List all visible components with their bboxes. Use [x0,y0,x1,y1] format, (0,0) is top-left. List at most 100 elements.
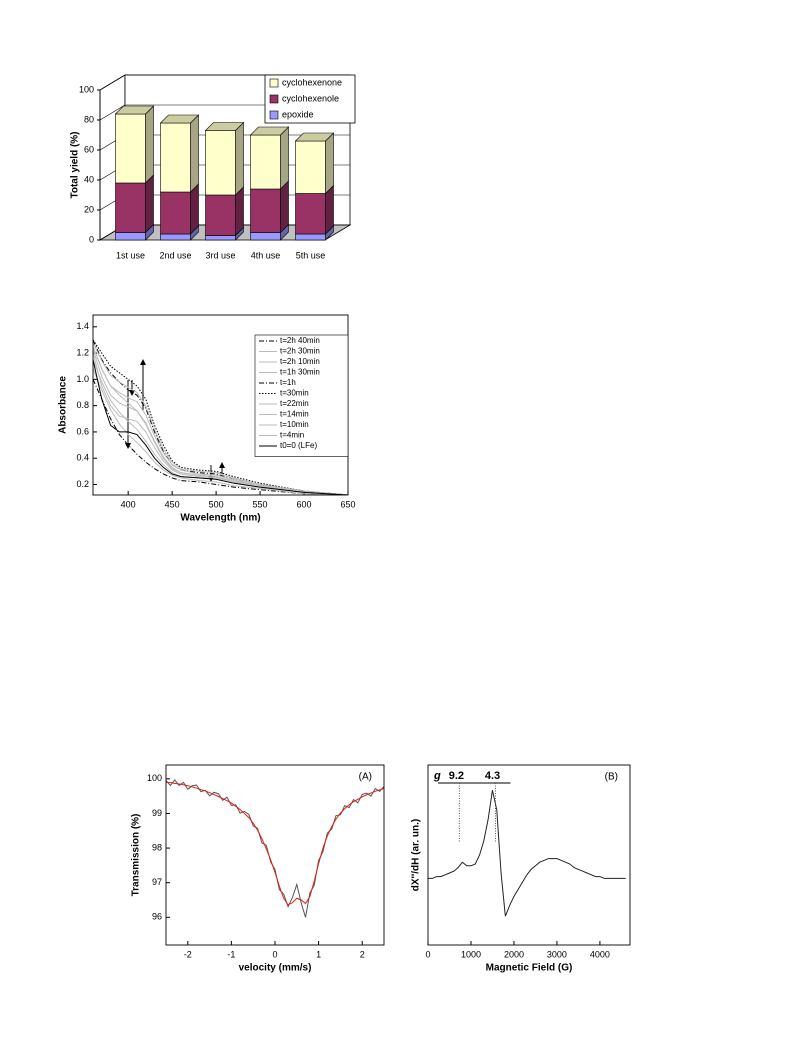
series-line [93,349,348,495]
bar-side [145,174,154,234]
y-tick-label: 60 [84,144,94,154]
x-tick-label: 1000 [461,949,481,959]
y-axis-label: Transmission (%) [131,814,142,897]
bar [205,130,236,196]
y-axis-label: Total yield (%) [70,131,81,198]
legend-label: t=14min [280,410,309,419]
y-axis-label: Absorbance [58,376,69,434]
x-tick-label: 2nd use [159,250,191,260]
bar [250,188,281,233]
y-tick-label: 0 [89,234,94,244]
x-tick-label: 5th use [296,250,326,260]
x-axis-label: velocity (mm/s) [239,963,312,974]
bar [115,113,146,184]
y-tick-label: 1.4 [76,321,89,331]
y-axis-label: dX''/dH (ar. un.) [411,819,422,892]
legend-label: t=10min [280,420,309,429]
bar [295,233,326,241]
x-tick-label: 600 [297,499,312,509]
bar [160,122,191,193]
y-tick-label: 1.2 [76,347,89,357]
x-tick-label: 2 [360,949,365,959]
series-line [93,346,348,495]
plot-frame [427,764,631,946]
x-tick-label: 3000 [547,949,567,959]
series-line [166,779,384,918]
legend-label: t=2h 10min [280,357,320,366]
bar-side [325,184,334,235]
bar [250,232,281,241]
series-line [93,339,348,495]
bar-top [204,122,245,131]
x-tick-label: 2000 [504,949,524,959]
series-line [93,342,348,495]
y-tick-label: 0.8 [76,400,89,410]
legend-swatch [269,78,279,88]
x-tick-label: 4th use [251,250,281,260]
bar-top [159,114,200,124]
bar-top [249,126,290,136]
y-tick-label: 96 [152,912,162,922]
y-tick-label: 1.0 [76,374,89,384]
legend-label: t=4min [280,431,304,440]
g-marker-label: 4.3 [485,770,500,782]
series-line [428,790,626,917]
bar-side [190,183,199,235]
x-tick-label: -1 [227,949,235,959]
y-tick-label: 0.4 [76,453,89,463]
x-tick-label: 0 [272,949,277,959]
x-tick-label: 1 [316,949,321,959]
x-tick-label: 500 [209,499,224,509]
bar-side [235,186,244,237]
legend-label: t=2h 30min [280,347,320,356]
legend-label: cyclohexenole [282,93,339,103]
bar [160,191,191,235]
series-line [93,368,335,495]
legend-label: epoxide [282,109,314,119]
y-tick-label: 20 [84,204,94,214]
g-symbol: g [433,770,441,782]
series-line [93,352,348,495]
y-tick-label: 40 [84,174,94,184]
y-tick-label: 100 [147,773,162,783]
bar [115,232,146,241]
y-tick-label: 100 [79,84,94,94]
grid-line [99,104,126,121]
y-tick-label: 97 [152,877,162,887]
series-line [166,781,384,906]
grid-line [99,74,126,91]
x-tick-label: 650 [340,499,355,509]
x-tick-label: 1st use [116,250,145,260]
legend-label: t0=0 (LFe) [280,441,317,450]
legend-label: t=1h [280,378,296,387]
x-axis-label: Wavelength (nm) [180,513,260,524]
y-tick-label: 98 [152,842,162,852]
bar-top [114,105,155,115]
plot-frame [165,764,385,946]
legend-label: t=1h 30min [280,368,320,377]
bar-side [145,105,154,184]
x-tick-label: 550 [253,499,268,509]
legend-label: t=22min [280,399,309,408]
y-tick-label: 0.2 [76,479,89,489]
y-tick-label: 99 [152,808,162,818]
bar-side [280,180,289,234]
bar-side [235,121,244,196]
series-line [93,359,348,495]
legend-swatch [269,94,279,104]
legend-box [254,334,349,457]
panel-label: (A) [359,772,372,783]
bar [115,182,146,233]
bar [205,235,236,241]
x-tick-label: 3rd use [205,250,235,260]
bar [160,233,191,241]
bar [250,134,281,190]
y-tick-label: 0.6 [76,426,89,436]
bar-side [190,114,199,193]
bar [295,193,326,235]
x-tick-label: 0 [425,949,430,959]
legend-box [264,74,356,124]
bar [295,140,326,194]
legend-swatch [269,110,279,120]
series-line [93,379,335,495]
